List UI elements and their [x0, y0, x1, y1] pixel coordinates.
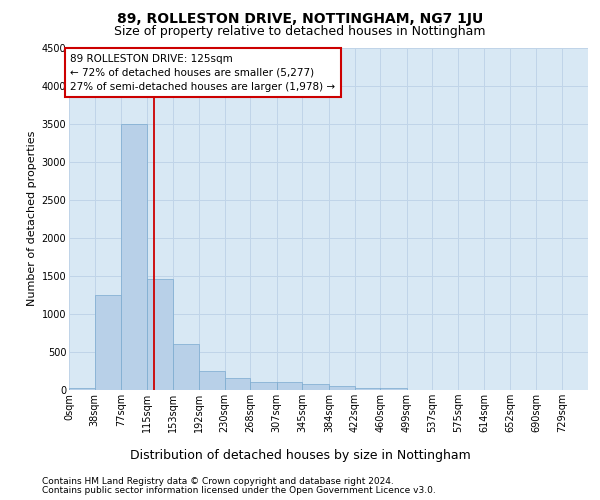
Text: Contains public sector information licensed under the Open Government Licence v3: Contains public sector information licen… — [42, 486, 436, 495]
Bar — [147, 279, 173, 390]
Bar — [121, 124, 147, 390]
Bar — [199, 371, 224, 390]
Text: 89 ROLLESTON DRIVE: 125sqm
← 72% of detached houses are smaller (5,277)
27% of s: 89 ROLLESTON DRIVE: 125sqm ← 72% of deta… — [70, 54, 335, 92]
Bar — [224, 378, 250, 390]
Y-axis label: Number of detached properties: Number of detached properties — [28, 131, 37, 306]
Bar — [329, 386, 355, 390]
Bar — [277, 382, 302, 390]
Bar — [69, 388, 95, 390]
Bar — [355, 388, 380, 390]
Bar — [250, 382, 277, 390]
Text: 89, ROLLESTON DRIVE, NOTTINGHAM, NG7 1JU: 89, ROLLESTON DRIVE, NOTTINGHAM, NG7 1JU — [117, 12, 483, 26]
Bar — [173, 344, 199, 390]
Text: Distribution of detached houses by size in Nottingham: Distribution of detached houses by size … — [130, 450, 470, 462]
Bar — [380, 388, 407, 390]
Text: Size of property relative to detached houses in Nottingham: Size of property relative to detached ho… — [114, 25, 486, 38]
Bar — [95, 295, 121, 390]
Bar — [302, 384, 329, 390]
Text: Contains HM Land Registry data © Crown copyright and database right 2024.: Contains HM Land Registry data © Crown c… — [42, 477, 394, 486]
